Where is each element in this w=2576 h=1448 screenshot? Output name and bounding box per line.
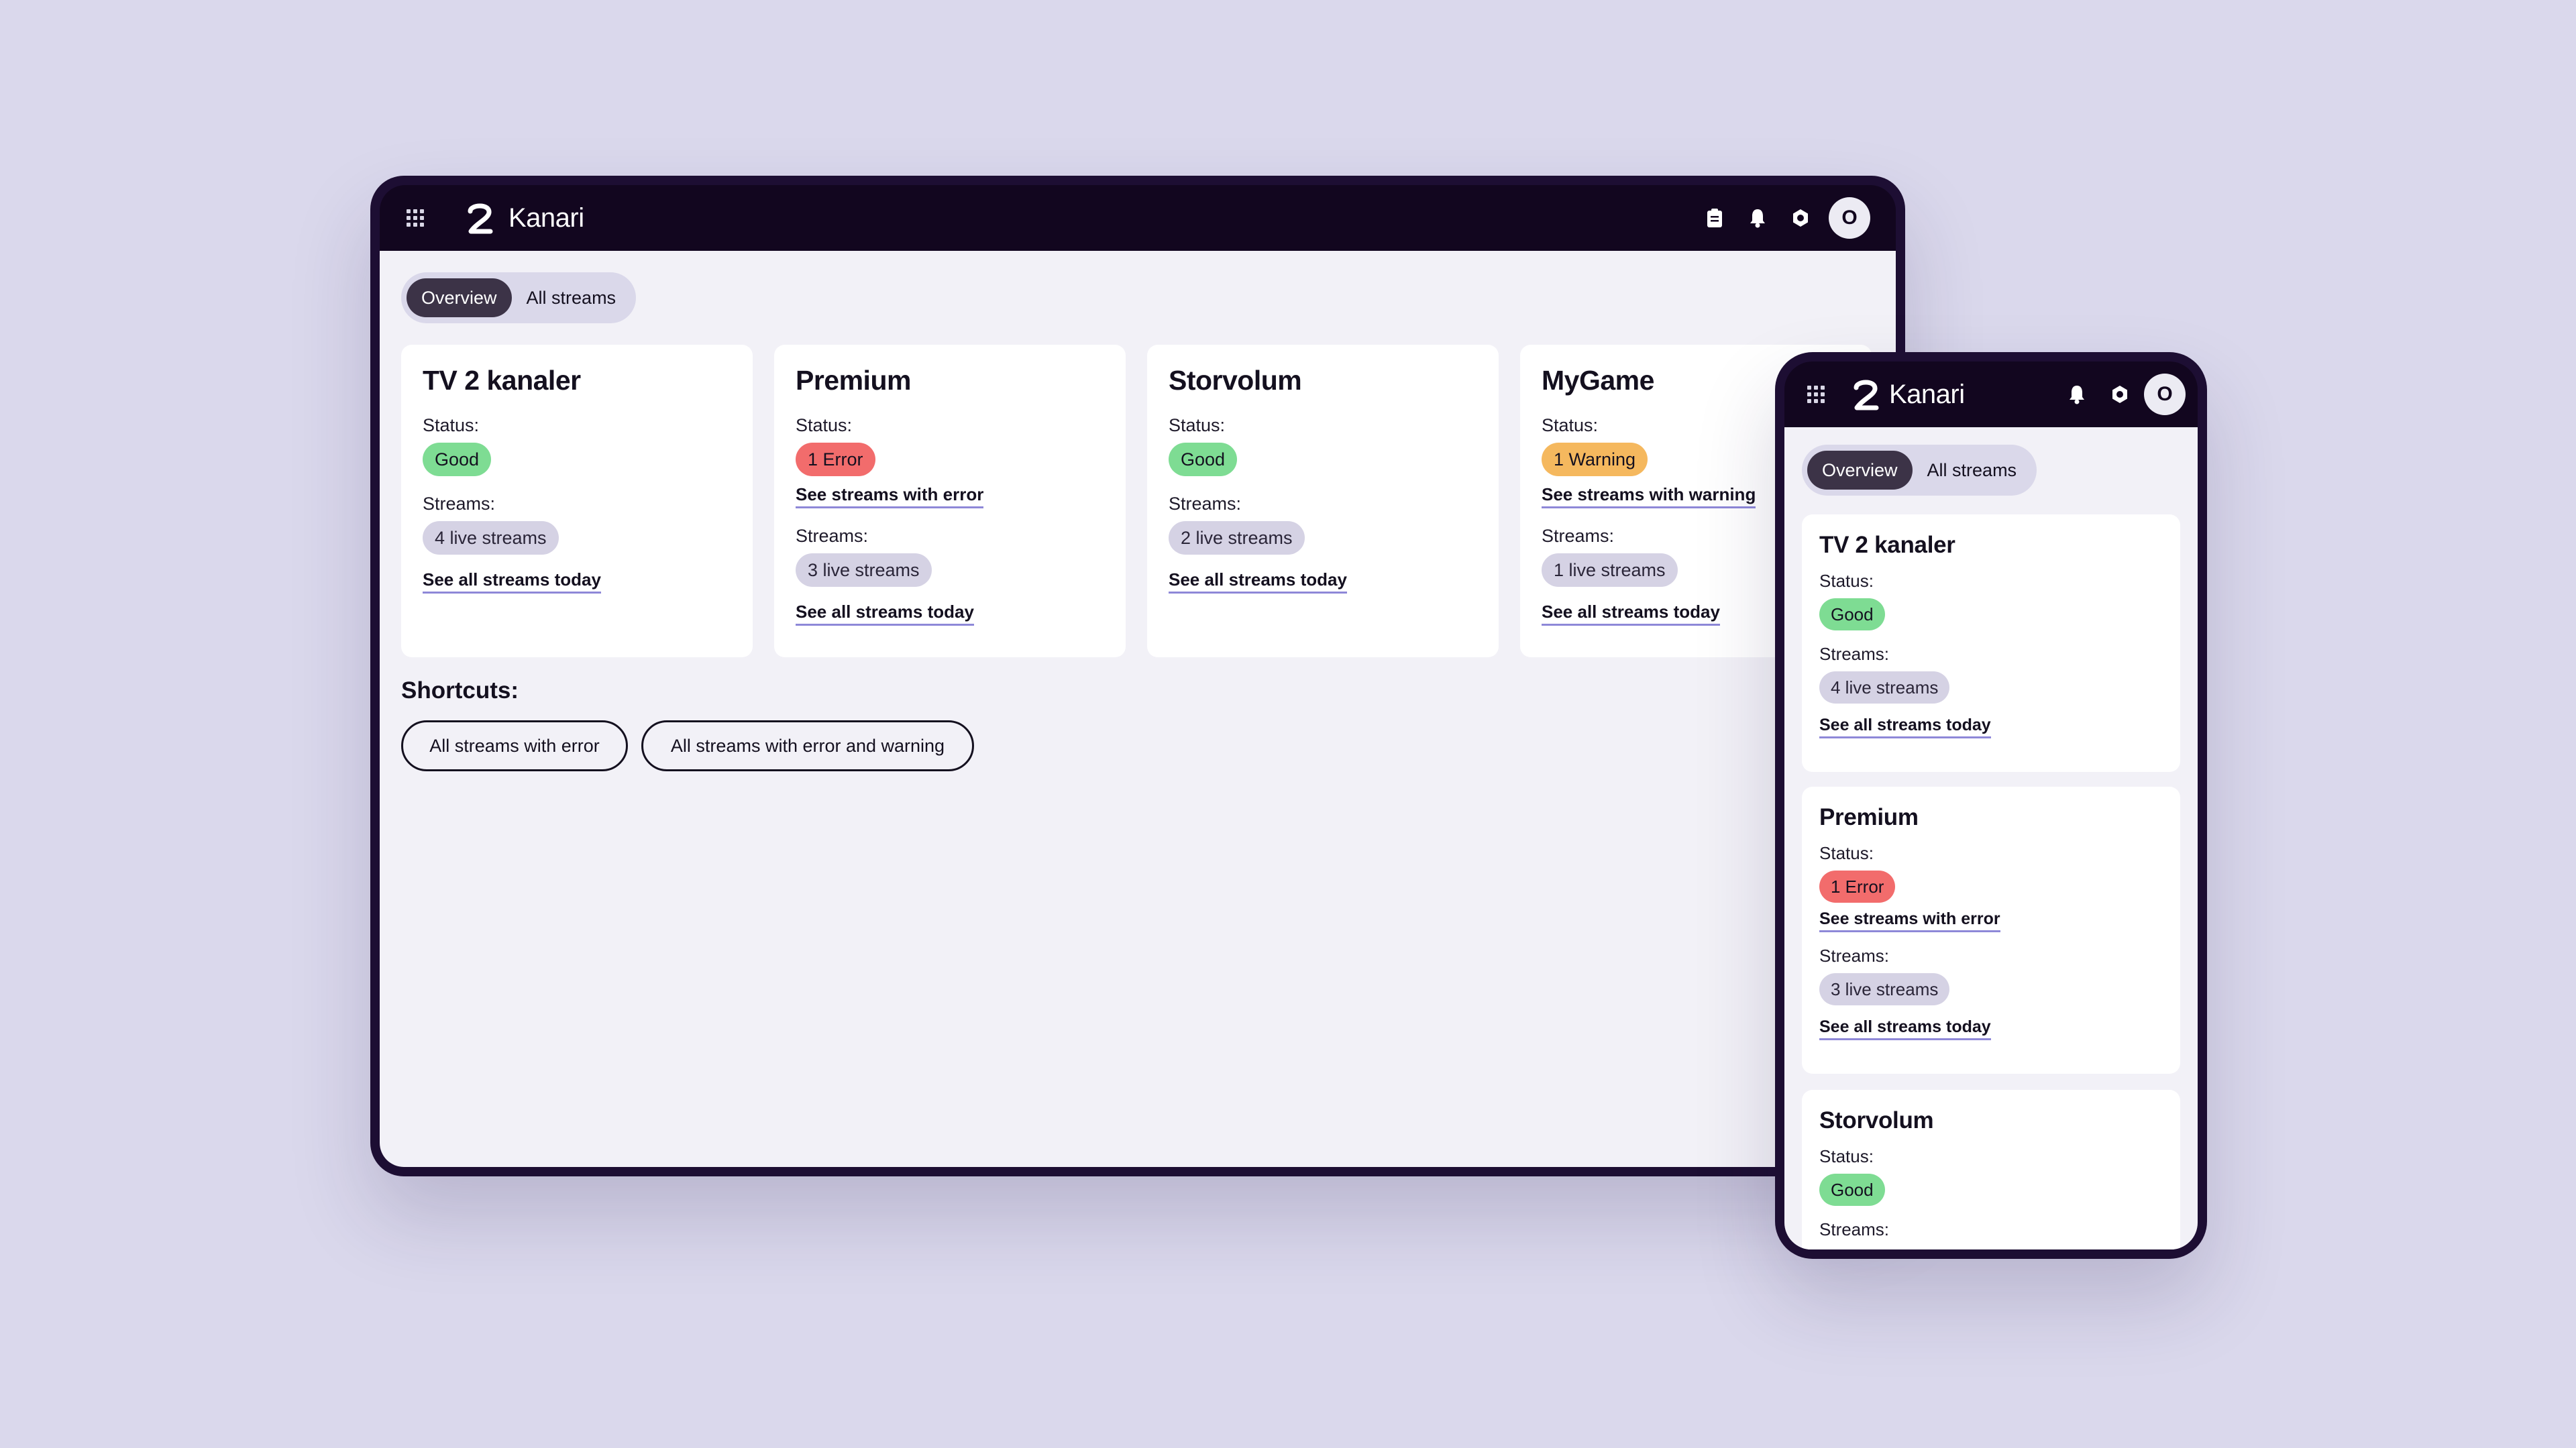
streams-label: Streams:: [1819, 1219, 1890, 1239]
user-avatar[interactable]: O: [1829, 197, 1870, 239]
tab-all-streams[interactable]: All streams: [1927, 459, 2017, 480]
channel-card-premium: Premium Status: 1 Error See streams with…: [1802, 787, 2180, 1074]
desktop-screen: Overview All streams TV 2 kanaler Status…: [380, 251, 1896, 1167]
see-all-streams-link[interactable]: See all streams today: [423, 569, 601, 594]
status-label: Status:: [423, 415, 480, 435]
card-title: TV 2 kanaler: [423, 365, 581, 396]
card-title: TV 2 kanaler: [1819, 532, 1955, 558]
shortcut-all-streams-with-error-and-warning-button[interactable]: All streams with error and warning: [641, 720, 974, 771]
status-badge: Good: [423, 443, 492, 476]
channel-card-storvolum: Storvolum Status: Good Streams: 2 live s…: [1147, 345, 1499, 657]
tab-overview[interactable]: Overview: [407, 278, 512, 317]
see-all-streams-link[interactable]: See all streams today: [1819, 716, 1991, 738]
card-title: Storvolum: [1819, 1107, 1934, 1133]
status-label: Status:: [1169, 415, 1226, 435]
desktop-window: Kanari O Overview All streams TV 2 kanal…: [370, 176, 1905, 1176]
shortcuts-heading: Shortcuts:: [401, 677, 519, 704]
see-all-streams-link[interactable]: See all streams today: [796, 602, 974, 626]
live-streams-badge: 1 live streams: [1542, 553, 1678, 587]
see-all-streams-link[interactable]: See all streams today: [1542, 602, 1720, 626]
top-navigation-bar: Kanari O: [380, 185, 1896, 251]
view-tabs: Overview All streams: [1802, 445, 2037, 496]
app-name: Kanari: [1889, 379, 1965, 409]
status-badge: 1 Error: [796, 443, 875, 476]
status-badge: Good: [1819, 598, 1885, 630]
apps-grid-icon[interactable]: [407, 209, 424, 227]
tv2-logo[interactable]: [466, 198, 495, 238]
streams-label: Streams:: [1169, 494, 1242, 514]
live-streams-badge: 4 live streams: [423, 521, 559, 555]
settings-icon[interactable]: [1779, 197, 1822, 239]
see-all-streams-link[interactable]: See all streams today: [1169, 569, 1347, 594]
streams-label: Streams:: [1542, 526, 1615, 546]
see-streams-with-warning-link[interactable]: See streams with warning: [1542, 484, 1756, 508]
card-title: Premium: [1819, 804, 1919, 830]
status-badge: Good: [1169, 443, 1238, 476]
mobile-screen: Overview All streams TV 2 kanaler Status…: [1784, 427, 2198, 1249]
settings-icon[interactable]: [2098, 373, 2141, 416]
card-title: MyGame: [1542, 365, 1654, 396]
status-badge: 1 Error: [1819, 871, 1896, 903]
bell-icon[interactable]: [2055, 373, 2098, 416]
status-label: Status:: [1819, 843, 1874, 863]
see-streams-with-error-link[interactable]: See streams with error: [1819, 909, 2000, 932]
see-streams-with-error-link[interactable]: See streams with error: [796, 484, 984, 508]
mobile-top-navigation-bar: Kanari O: [1784, 361, 2198, 427]
streams-label: Streams:: [1819, 946, 1890, 966]
streams-label: Streams:: [423, 494, 496, 514]
shortcut-all-streams-with-error-button[interactable]: All streams with error: [401, 720, 628, 771]
tab-overview[interactable]: Overview: [1807, 451, 1913, 490]
see-all-streams-link[interactable]: See all streams today: [1819, 1017, 1991, 1040]
channel-card-tv2-kanaler: TV 2 kanaler Status: Good Streams: 4 liv…: [401, 345, 753, 657]
streams-label: Streams:: [1819, 644, 1890, 664]
tv2-logo[interactable]: [1851, 374, 1881, 414]
channel-card-storvolum: Storvolum Status: Good Streams:: [1802, 1090, 2180, 1249]
status-label: Status:: [1819, 571, 1874, 591]
card-title: Storvolum: [1169, 365, 1302, 396]
status-label: Status:: [1542, 415, 1599, 435]
live-streams-badge: 2 live streams: [1169, 521, 1305, 555]
live-streams-badge: 3 live streams: [1819, 973, 1950, 1005]
clipboard-icon[interactable]: [1693, 197, 1736, 239]
mobile-window: Kanari O Overview All streams TV 2 kanal…: [1775, 352, 2207, 1259]
tab-all-streams[interactable]: All streams: [526, 287, 616, 308]
card-title: Premium: [796, 365, 911, 396]
status-badge: 1 Warning: [1542, 443, 1648, 476]
status-label: Status:: [796, 415, 853, 435]
status-badge: Good: [1819, 1174, 1885, 1206]
channel-card-premium: Premium Status: 1 Error See streams with…: [774, 345, 1126, 657]
live-streams-badge: 3 live streams: [796, 553, 932, 587]
bell-icon[interactable]: [1736, 197, 1779, 239]
streams-label: Streams:: [796, 526, 869, 546]
channel-card-tv2-kanaler: TV 2 kanaler Status: Good Streams: 4 liv…: [1802, 514, 2180, 772]
app-name: Kanari: [508, 203, 584, 233]
user-avatar[interactable]: O: [2144, 374, 2186, 415]
apps-grid-icon[interactable]: [1807, 386, 1825, 403]
status-label: Status:: [1819, 1146, 1874, 1166]
live-streams-badge: 4 live streams: [1819, 671, 1950, 704]
view-tabs: Overview All streams: [401, 272, 637, 323]
